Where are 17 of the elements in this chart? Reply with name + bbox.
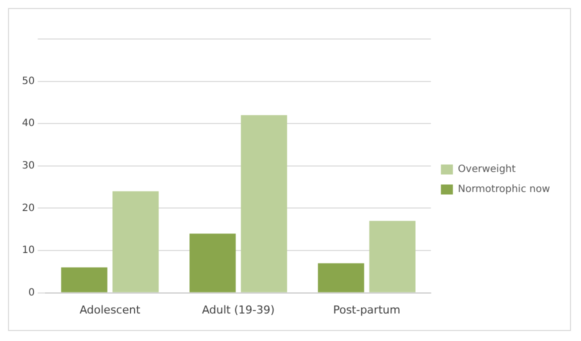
y-tick-label: 50 bbox=[22, 76, 35, 87]
bar bbox=[369, 220, 416, 292]
legend-label: Overweight bbox=[458, 164, 516, 176]
bar bbox=[240, 115, 288, 292]
y-tick-label: 0 bbox=[28, 287, 35, 298]
x-tick-label: Post-partum bbox=[333, 303, 400, 316]
y-tick-label: 20 bbox=[22, 202, 35, 214]
x-tick-label: Adolescent bbox=[80, 303, 141, 316]
bar bbox=[61, 267, 108, 292]
y-tick-label: 30 bbox=[22, 160, 35, 172]
bar bbox=[112, 191, 159, 292]
y-tick-label: 40 bbox=[22, 118, 35, 130]
x-tick-label: Adult (19-39) bbox=[202, 303, 275, 316]
y-tick-label: 10 bbox=[22, 245, 35, 256]
bar bbox=[190, 234, 236, 292]
bar bbox=[318, 263, 364, 292]
legend-label: Normotrophic now bbox=[458, 184, 550, 196]
